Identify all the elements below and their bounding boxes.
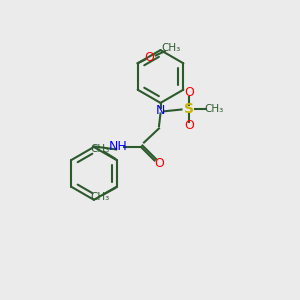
Text: O: O — [184, 119, 194, 133]
Text: O: O — [184, 86, 194, 100]
Text: N: N — [156, 104, 165, 117]
Text: CH₃: CH₃ — [90, 192, 109, 203]
Text: O: O — [145, 51, 154, 64]
Text: CH₃: CH₃ — [90, 144, 109, 154]
Text: CH₃: CH₃ — [161, 43, 180, 53]
Text: O: O — [154, 157, 164, 170]
Text: S: S — [184, 103, 194, 116]
Text: NH: NH — [109, 140, 128, 154]
Text: CH₃: CH₃ — [204, 104, 223, 115]
